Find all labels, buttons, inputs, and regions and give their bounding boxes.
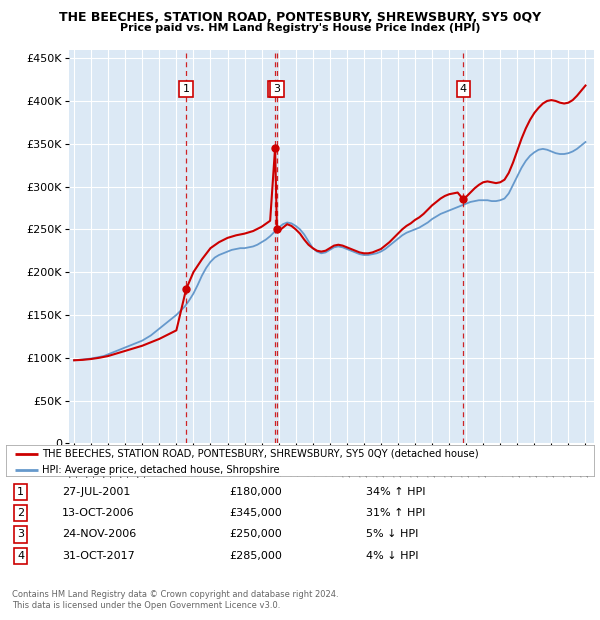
Text: 4: 4 xyxy=(460,84,467,94)
Text: 2: 2 xyxy=(17,508,24,518)
Text: 13-OCT-2006: 13-OCT-2006 xyxy=(62,508,134,518)
Text: 1: 1 xyxy=(17,487,24,497)
Text: Price paid vs. HM Land Registry's House Price Index (HPI): Price paid vs. HM Land Registry's House … xyxy=(120,23,480,33)
Text: 3: 3 xyxy=(17,529,24,539)
Text: 3: 3 xyxy=(274,84,280,94)
Text: 4% ↓ HPI: 4% ↓ HPI xyxy=(359,551,418,561)
Text: THE BEECHES, STATION ROAD, PONTESBURY, SHREWSBURY, SY5 0QY (detached house): THE BEECHES, STATION ROAD, PONTESBURY, S… xyxy=(43,449,479,459)
Text: £345,000: £345,000 xyxy=(229,508,282,518)
Text: HPI: Average price, detached house, Shropshire: HPI: Average price, detached house, Shro… xyxy=(43,465,280,475)
Text: 2: 2 xyxy=(272,84,278,94)
Text: THE BEECHES, STATION ROAD, PONTESBURY, SHREWSBURY, SY5 0QY: THE BEECHES, STATION ROAD, PONTESBURY, S… xyxy=(59,11,541,24)
Text: 31% ↑ HPI: 31% ↑ HPI xyxy=(359,508,425,518)
Text: 5% ↓ HPI: 5% ↓ HPI xyxy=(359,529,418,539)
Text: 24-NOV-2006: 24-NOV-2006 xyxy=(62,529,136,539)
Text: £285,000: £285,000 xyxy=(229,551,283,561)
Text: 31-OCT-2017: 31-OCT-2017 xyxy=(62,551,134,561)
Text: 4: 4 xyxy=(17,551,24,561)
Text: £180,000: £180,000 xyxy=(229,487,282,497)
Text: £250,000: £250,000 xyxy=(229,529,282,539)
Text: 34% ↑ HPI: 34% ↑ HPI xyxy=(359,487,425,497)
Text: This data is licensed under the Open Government Licence v3.0.: This data is licensed under the Open Gov… xyxy=(12,601,280,611)
Text: 1: 1 xyxy=(182,84,190,94)
Text: 27-JUL-2001: 27-JUL-2001 xyxy=(62,487,130,497)
Text: Contains HM Land Registry data © Crown copyright and database right 2024.: Contains HM Land Registry data © Crown c… xyxy=(12,590,338,600)
